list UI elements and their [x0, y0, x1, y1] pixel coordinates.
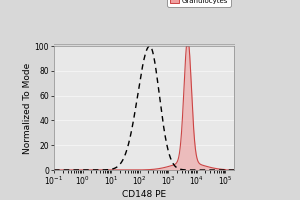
- X-axis label: CD148 PE: CD148 PE: [122, 190, 166, 199]
- Legend: Lymphocytes, Granulocytes: Lymphocytes, Granulocytes: [167, 0, 230, 7]
- Y-axis label: Normalized To Mode: Normalized To Mode: [23, 62, 32, 154]
